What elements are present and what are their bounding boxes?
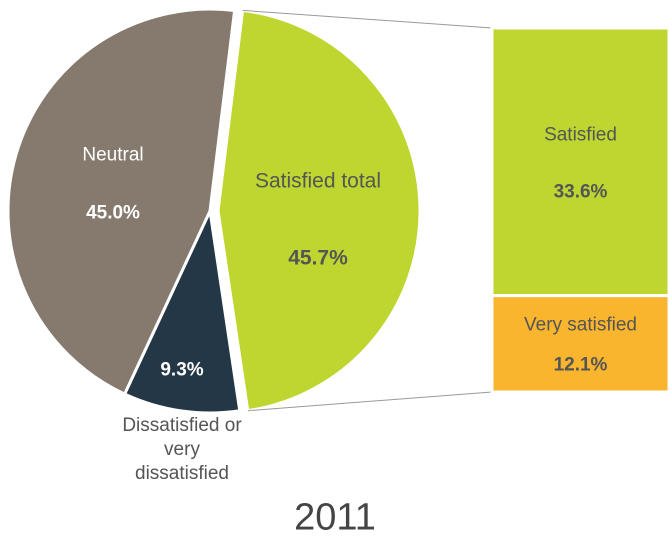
bar-value-label: 12.1%: [553, 354, 608, 376]
breakdown-bar: [490, 26, 669, 298]
chart-title: 2011: [294, 496, 376, 538]
slice-label: Neutral: [82, 144, 144, 166]
connector-line: [247, 391, 493, 412]
pie-slice: [6, 7, 237, 397]
connector-line: [242, 9, 493, 29]
pie-slice: [122, 205, 242, 415]
pie-slice: [216, 8, 422, 413]
bar-label: Very satisfied: [524, 314, 637, 336]
slice-value-label: 45.0%: [86, 202, 140, 224]
bar-value-label: 33.6%: [553, 181, 608, 203]
breakdown-bar: [490, 294, 669, 394]
bar-label: Satisfied: [544, 124, 617, 146]
slice-value-label: 9.3%: [160, 359, 204, 381]
slice-value-label: 45.7%: [288, 246, 348, 270]
slice-label: Satisfied total: [254, 169, 382, 193]
slice-label: Dissatisfied or very dissatisfied: [122, 415, 242, 484]
